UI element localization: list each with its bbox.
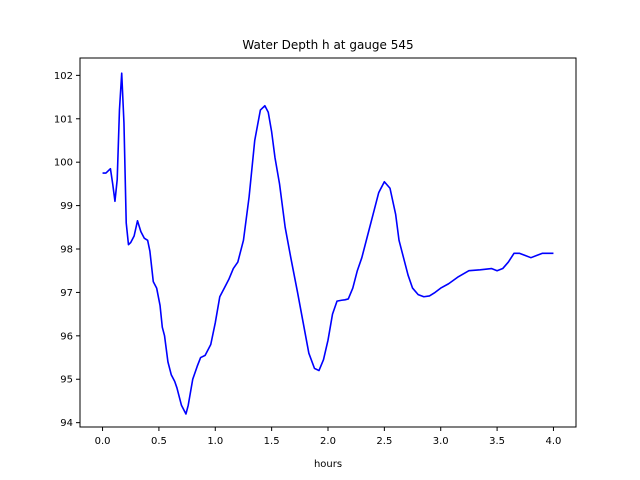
x-tick-label: 1.0 [207, 436, 223, 447]
y-tick-label: 97 [60, 288, 73, 299]
y-axis: 94 95 96 97 98 99 100 101 102 [54, 71, 80, 429]
y-tick-label: 99 [60, 201, 73, 212]
y-tick-label: 94 [60, 418, 73, 429]
x-tick-label: 0.0 [95, 436, 111, 447]
x-tick-label: 0.5 [151, 436, 167, 447]
plot-area-frame [79, 57, 577, 428]
x-axis-label: hours [314, 459, 342, 470]
plot-data-layer [102, 72, 554, 415]
y-tick-label: 102 [54, 71, 73, 82]
x-tick-label: 2.5 [376, 436, 392, 447]
x-tick-label: 3.5 [489, 436, 505, 447]
y-tick-label: 100 [54, 158, 73, 169]
x-tick-label: 4.0 [546, 436, 562, 447]
y-tick-label: 95 [60, 375, 73, 386]
x-tick-label: 3.0 [433, 436, 449, 447]
x-tick-label: 1.5 [264, 436, 280, 447]
y-tick-label: 96 [60, 331, 73, 342]
series-line-0 [102, 72, 554, 415]
x-tick-label: 2.0 [320, 436, 336, 447]
x-axis: 0.0 0.5 1.0 1.5 2.0 2.5 3.0 3.5 4.0 [95, 427, 562, 447]
y-tick-label: 101 [54, 114, 73, 125]
chart-title: Water Depth h at gauge 545 [242, 38, 413, 52]
y-tick-label: 98 [60, 245, 73, 256]
